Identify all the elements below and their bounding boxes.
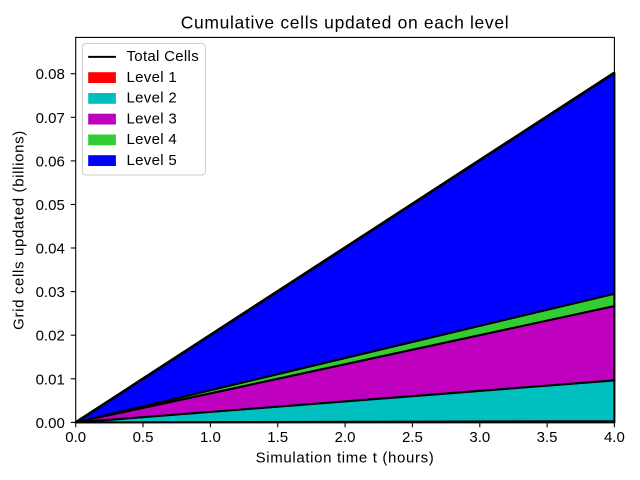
svg-text:0.02: 0.02 <box>36 328 65 345</box>
svg-text:1.5: 1.5 <box>267 429 288 446</box>
svg-text:Cumulative cells updated on ea: Cumulative cells updated on each level <box>181 12 510 32</box>
svg-text:Level 5: Level 5 <box>127 152 177 169</box>
svg-text:2.5: 2.5 <box>402 429 423 446</box>
svg-text:Simulation time t (hours): Simulation time t (hours) <box>256 450 435 467</box>
svg-text:0.07: 0.07 <box>36 110 65 127</box>
svg-text:0.03: 0.03 <box>36 284 65 301</box>
svg-text:0.06: 0.06 <box>36 153 65 170</box>
svg-text:1.0: 1.0 <box>200 429 221 446</box>
svg-text:Grid cells updated (billions): Grid cells updated (billions) <box>11 130 28 330</box>
svg-text:Level 3: Level 3 <box>127 110 177 127</box>
svg-text:0.04: 0.04 <box>36 241 65 258</box>
svg-text:Level 2: Level 2 <box>127 90 177 107</box>
svg-text:0.5: 0.5 <box>133 429 154 446</box>
svg-text:3.5: 3.5 <box>537 429 558 446</box>
svg-text:Total Cells: Total Cells <box>127 48 200 65</box>
svg-text:0.08: 0.08 <box>36 66 65 83</box>
svg-text:0.01: 0.01 <box>36 371 65 388</box>
svg-text:Level 1: Level 1 <box>127 69 177 86</box>
svg-text:2.0: 2.0 <box>335 429 356 446</box>
svg-text:Level 4: Level 4 <box>127 131 177 148</box>
svg-text:0.0: 0.0 <box>65 429 86 446</box>
svg-text:3.0: 3.0 <box>469 429 490 446</box>
svg-text:4.0: 4.0 <box>604 429 625 446</box>
svg-text:0.00: 0.00 <box>36 415 65 432</box>
svg-text:0.05: 0.05 <box>36 197 65 214</box>
